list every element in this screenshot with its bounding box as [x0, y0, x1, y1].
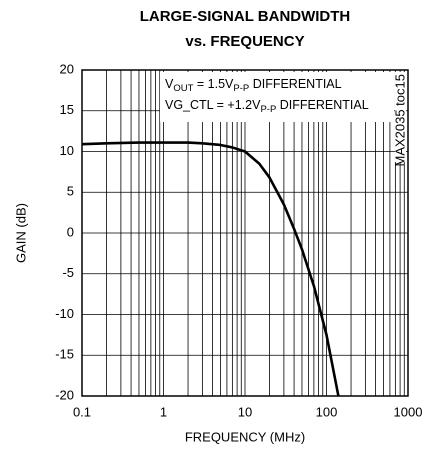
x-tick-label: 1 [160, 404, 167, 419]
annotation-box [160, 72, 394, 122]
annotation-part: OUT [173, 83, 193, 94]
annotation: VG_CTL = +1.2VP-P DIFFERENTIAL [165, 98, 369, 114]
annotation-part: VG_CTL = +1.2V [165, 98, 261, 112]
y-tick-label: -15 [55, 347, 74, 362]
y-axis-label: GAIN (dB) [13, 203, 28, 263]
y-tick-label: 0 [67, 224, 74, 239]
x-tick-label: 1000 [394, 404, 423, 419]
data-line [81, 141, 340, 397]
chart-title: LARGE-SIGNAL BANDWIDTH [140, 8, 351, 25]
side-note: MAX2035 toc15 [392, 74, 407, 167]
annotation-part: DIFFERENTIAL [249, 77, 341, 91]
plot-frame [81, 69, 409, 397]
annotation-part: V [165, 77, 174, 91]
x-tick-label: 0.1 [73, 404, 91, 419]
chart-title: vs. FREQUENCY [185, 33, 304, 50]
y-tick-label: 15 [60, 102, 74, 117]
x-tick-label: 100 [316, 404, 338, 419]
y-tick-label: -20 [55, 387, 74, 402]
x-tick-label: 10 [238, 404, 252, 419]
annotation: VOUT = 1.5VP-P DIFFERENTIAL [165, 77, 342, 93]
y-tick-label: -10 [55, 306, 74, 321]
y-tick-label: 10 [60, 143, 74, 158]
x-axis-label: FREQUENCY (MHz) [185, 429, 305, 444]
annotation-part: DIFFERENTIAL [276, 98, 368, 112]
y-tick-label: -5 [62, 265, 74, 280]
y-tick-label: 5 [67, 184, 74, 199]
annotation-part: P-P [233, 83, 249, 94]
y-tick-label: 20 [60, 61, 74, 76]
annotation-part: P-P [260, 104, 276, 115]
annotation-part: = 1.5V [193, 77, 234, 91]
side-note-bg [395, 72, 406, 162]
